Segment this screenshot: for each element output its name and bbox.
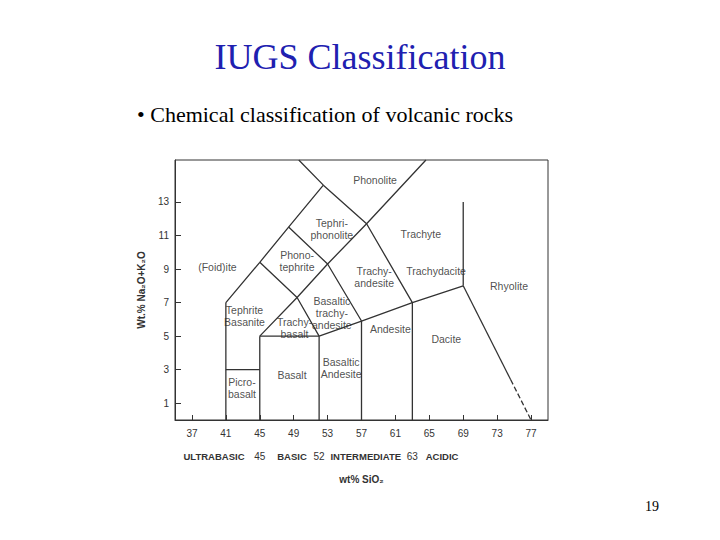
- svg-text:3: 3: [163, 364, 169, 375]
- svg-text:Phono-: Phono-: [280, 249, 314, 261]
- svg-text:INTERMEDIATE: INTERMEDIATE: [330, 451, 401, 462]
- svg-text:11: 11: [159, 230, 170, 241]
- svg-text:andesite: andesite: [312, 319, 352, 331]
- svg-text:ULTRABASIC: ULTRABASIC: [183, 451, 244, 462]
- svg-text:trachy-: trachy-: [316, 307, 349, 319]
- svg-text:61: 61: [390, 428, 402, 439]
- svg-text:Basanite: Basanite: [224, 316, 265, 328]
- svg-text:69: 69: [458, 428, 470, 439]
- svg-text:(Foid)ite: (Foid)ite: [198, 261, 237, 273]
- svg-text:53: 53: [322, 428, 334, 439]
- svg-text:45: 45: [254, 428, 266, 439]
- svg-text:IUGS Classification: IUGS Classification: [215, 37, 506, 77]
- svg-text:1: 1: [163, 398, 169, 409]
- svg-text:65: 65: [424, 428, 436, 439]
- svg-text:phonolite: phonolite: [311, 229, 354, 241]
- svg-text:Tephri-: Tephri-: [316, 217, 349, 229]
- svg-text:19: 19: [645, 499, 659, 514]
- svg-text:Phonolite: Phonolite: [353, 174, 397, 186]
- svg-text:tephrite: tephrite: [280, 261, 315, 273]
- svg-text:Trachydacite: Trachydacite: [406, 265, 466, 277]
- svg-text:5: 5: [163, 331, 169, 342]
- svg-text:41: 41: [220, 428, 232, 439]
- svg-text:Trachy-: Trachy-: [357, 265, 393, 277]
- svg-text:Dacite: Dacite: [431, 333, 461, 345]
- svg-text:Basaltic: Basaltic: [313, 295, 350, 307]
- svg-text:Basaltic: Basaltic: [323, 356, 360, 368]
- svg-text:Wt.% Na₂O+K₂O: Wt.% Na₂O+K₂O: [136, 251, 147, 329]
- svg-text:52: 52: [314, 451, 326, 462]
- svg-text:49: 49: [288, 428, 300, 439]
- svg-text:45: 45: [254, 451, 266, 462]
- svg-text:Andesite: Andesite: [370, 323, 411, 335]
- svg-text:7: 7: [163, 297, 169, 308]
- svg-text:77: 77: [525, 428, 537, 439]
- svg-text:Basalt: Basalt: [277, 369, 306, 381]
- svg-text:13: 13: [158, 196, 170, 207]
- svg-text:basalt: basalt: [281, 328, 309, 340]
- svg-text:Trachy-: Trachy-: [277, 316, 313, 328]
- svg-text:37: 37: [186, 428, 198, 439]
- svg-text:Rhyolite: Rhyolite: [490, 280, 528, 292]
- svg-text:wt% SiO₂: wt% SiO₂: [338, 474, 383, 485]
- svg-text:Andesite: Andesite: [321, 368, 362, 380]
- svg-text:BASIC: BASIC: [277, 451, 307, 462]
- svg-text:63: 63: [407, 451, 419, 462]
- svg-text:basalt: basalt: [228, 388, 256, 400]
- svg-text:57: 57: [356, 428, 368, 439]
- svg-text:73: 73: [492, 428, 504, 439]
- svg-text:Trachyte: Trachyte: [401, 228, 442, 240]
- svg-text:Tephrite: Tephrite: [226, 304, 264, 316]
- svg-text:Picro-: Picro-: [228, 376, 256, 388]
- svg-text:andesite: andesite: [354, 277, 394, 289]
- svg-text:9: 9: [163, 264, 169, 275]
- svg-text:ACIDIC: ACIDIC: [426, 451, 459, 462]
- svg-text:• Chemical classification of v: • Chemical classification of volcanic ro…: [137, 102, 513, 127]
